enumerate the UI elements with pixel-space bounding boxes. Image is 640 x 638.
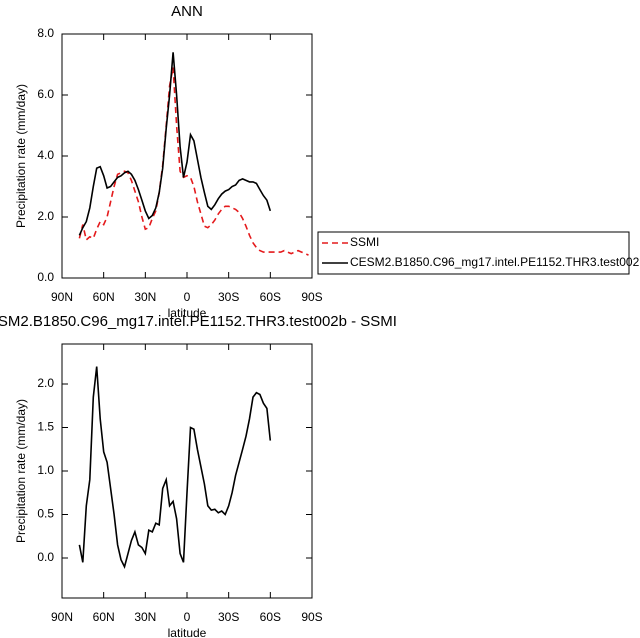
y-tick-label: 1.5 bbox=[37, 420, 54, 434]
y-axis-label: Precipitation rate (mm/day) bbox=[14, 84, 28, 228]
data-line bbox=[78, 52, 272, 236]
data-line bbox=[78, 366, 272, 569]
chart-title: CESM2.B1850.C96_mg17.intel.PE1152.THR3.t… bbox=[0, 313, 397, 330]
x-tick-label: 60S bbox=[260, 290, 281, 304]
y-axis-label: Precipitation rate (mm/day) bbox=[14, 399, 28, 543]
x-tick-label: 90S bbox=[301, 290, 322, 304]
y-tick-label: 0.5 bbox=[37, 507, 54, 521]
y-tick-label: 2.0 bbox=[37, 209, 54, 223]
plot-frame bbox=[61, 33, 313, 279]
legend-label: SSMI bbox=[350, 235, 379, 249]
x-tick-label: 0 bbox=[184, 610, 191, 624]
chart-title: ANN bbox=[171, 3, 203, 20]
plot-frame bbox=[61, 343, 313, 599]
x-tick-label: 30N bbox=[134, 610, 156, 624]
x-tick-label: 60N bbox=[93, 610, 115, 624]
x-tick-label: 60N bbox=[93, 290, 115, 304]
x-axis-label: latitude bbox=[168, 306, 207, 320]
y-tick-label: 2.0 bbox=[37, 376, 54, 390]
x-axis-label: latitude bbox=[168, 626, 207, 638]
legend-label: CESM2.B1850.C96_mg17.intel.PE1152.THR3.t… bbox=[350, 255, 640, 269]
y-tick-label: 0.0 bbox=[37, 550, 54, 564]
y-tick-label: 1.0 bbox=[37, 463, 54, 477]
y-tick-label: 4.0 bbox=[37, 148, 54, 162]
x-tick-label: 90N bbox=[51, 290, 73, 304]
x-tick-label: 30N bbox=[134, 290, 156, 304]
x-tick-label: 90N bbox=[51, 610, 73, 624]
y-tick-label: 0.0 bbox=[37, 270, 54, 284]
y-tick-label: 6.0 bbox=[37, 87, 54, 101]
x-tick-label: 60S bbox=[260, 610, 281, 624]
data-line bbox=[78, 67, 309, 256]
x-tick-label: 0 bbox=[184, 290, 191, 304]
legend-box bbox=[317, 231, 630, 275]
x-tick-label: 30S bbox=[218, 290, 239, 304]
x-tick-label: 90S bbox=[301, 610, 322, 624]
y-tick-label: 8.0 bbox=[37, 26, 54, 40]
x-tick-label: 30S bbox=[218, 610, 239, 624]
